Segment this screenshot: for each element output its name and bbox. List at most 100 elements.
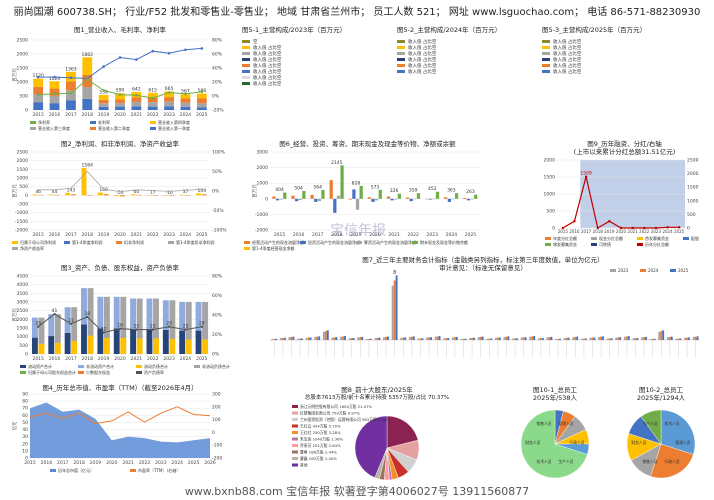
legend-swatch [242, 64, 250, 67]
data-label: 2145 [331, 160, 343, 166]
legend-swatch [292, 405, 298, 408]
bar [563, 338, 566, 340]
bar [516, 338, 518, 340]
bar [641, 337, 643, 340]
data-label: 38 [84, 311, 90, 317]
bar [694, 336, 697, 340]
bar [298, 198, 302, 201]
line-point [151, 328, 154, 331]
legend-label: 收入值 占比空 [408, 46, 437, 51]
panel-net-profit: 图2_净利润、扣非净利润、净资产收益率 -2000 -1500 -1000 -500 0… [0, 140, 240, 255]
line-point [36, 93, 40, 96]
bar [591, 337, 594, 340]
bar [48, 336, 55, 354]
x-tick-label: 2015 [558, 229, 569, 234]
data-label: -50 [116, 190, 123, 196]
x-tick-label: 2022 [639, 229, 650, 234]
data-label: 539 [99, 89, 108, 95]
x-tick-label: 2016 [49, 112, 61, 118]
legend-swatch [30, 121, 36, 124]
line-point [167, 91, 171, 94]
legend-swatch [542, 52, 550, 55]
bar [486, 338, 489, 340]
y-tick-label: 500 [19, 184, 28, 190]
y2-tick-label: 1500 [687, 185, 699, 191]
bar [550, 336, 553, 340]
y-tick-label: 0 [25, 456, 28, 462]
legend-item: 收入值 占比空 [242, 76, 281, 82]
bar [645, 336, 647, 340]
bar [365, 338, 368, 340]
bar [565, 337, 568, 340]
panel-title: 图8_前十大股东/2025年 [341, 386, 413, 394]
bar [131, 101, 142, 107]
bar [451, 337, 454, 340]
bar [359, 337, 362, 340]
legend-label: 营业收入第三季度 [38, 125, 70, 131]
bar [97, 328, 104, 354]
bar [512, 338, 514, 340]
bar [114, 195, 120, 197]
bar [494, 337, 497, 340]
bar [326, 330, 329, 340]
bar [471, 337, 473, 340]
panel-title: 图5-1_主营构成/2023年（百万元） [242, 26, 347, 34]
bar [580, 338, 583, 340]
y-tick-label: 3000 [257, 150, 269, 156]
x-tick-label: 2023 [163, 356, 175, 362]
bar [340, 336, 342, 340]
y-tick-label: 1000 [257, 181, 269, 187]
bar [634, 338, 637, 340]
panel-market-cap: 图4_历年总市值、市盈率（TTM）（截至2026年4月） 0 10 20 30 40 50… [0, 384, 240, 484]
bar [316, 336, 319, 340]
bar [66, 81, 76, 91]
bar [361, 336, 364, 340]
bar [130, 194, 136, 196]
legend-swatch [545, 237, 551, 240]
legend-swatch [545, 243, 551, 246]
legend-swatch [542, 58, 550, 61]
data-label: 452 [428, 186, 437, 192]
pie-label: 技术人员 [664, 421, 679, 426]
bar [283, 192, 287, 199]
x-tick-label: 2018 [82, 112, 94, 118]
data-label: 28 [166, 321, 172, 327]
bar [131, 106, 142, 110]
bar [344, 336, 346, 340]
x-tick-label: 2019 [604, 229, 615, 234]
bar [675, 338, 678, 340]
line-point [69, 322, 73, 325]
bar [271, 338, 274, 340]
legend-swatch [397, 52, 405, 55]
legend-label: 收入值 占比空 [408, 70, 437, 75]
bar [136, 338, 143, 354]
bar [87, 288, 94, 336]
legend-swatch [356, 241, 362, 244]
pie-label: 技术人员 [536, 459, 551, 464]
y-tick-label: -500 [18, 202, 28, 208]
data-label: 599 [116, 88, 125, 94]
x-tick-label: 2019 [98, 356, 110, 362]
bar [147, 92, 158, 98]
panel-assets-liabilities: 图3_资产、负债、股东权益，资产负债率 0 500 1000 1500 2000 2500… [0, 264, 240, 382]
y-axis-label: 百万元 [252, 184, 258, 198]
line-point [36, 325, 40, 328]
bar [82, 87, 93, 99]
legend-label: 营业收入第一季度 [158, 125, 190, 131]
bar [688, 337, 690, 340]
legend-item: 收入值 占比空 [242, 82, 281, 88]
line-point [86, 315, 89, 319]
legend-label: 乔贵芳 201万股 2.64% [300, 443, 341, 448]
panel-title: 图4_历年总市值、市盈率（TTM）（截至2026年4月） [42, 384, 198, 392]
data-label: 828 [352, 180, 361, 186]
bar [279, 198, 283, 200]
line-point [596, 226, 599, 230]
line-point [561, 226, 565, 230]
data-label: 1882 [82, 52, 94, 58]
bar [643, 337, 645, 340]
data-label: 28 [199, 321, 205, 327]
bar [115, 106, 125, 110]
bar [455, 336, 458, 340]
bar [651, 338, 654, 340]
